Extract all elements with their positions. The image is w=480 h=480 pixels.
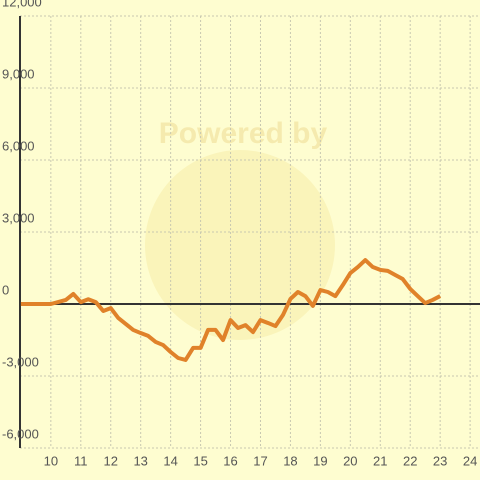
x-tick-label: 17 (253, 453, 267, 468)
x-tick-label: 11 (74, 453, 88, 468)
x-tick-label: 24 (463, 453, 477, 468)
x-tick-label: 15 (193, 453, 207, 468)
y-tick-label: 0 (2, 282, 9, 297)
x-tick-label: 18 (283, 453, 297, 468)
watermark-text: Powered by (159, 117, 328, 150)
x-tick-label: 20 (343, 453, 357, 468)
x-tick-label: 21 (373, 453, 387, 468)
x-tick-label: 22 (403, 453, 417, 468)
x-tick-label: 16 (223, 453, 237, 468)
watermark-logo (145, 150, 335, 340)
x-tick-label: 14 (163, 453, 177, 468)
y-tick-label: 12,000 (2, 0, 42, 9)
y-tick-label: 3,000 (2, 210, 35, 225)
x-tick-label: 23 (433, 453, 447, 468)
line-series (20, 258, 442, 362)
x-tick-label: 10 (44, 453, 58, 468)
y-tick-label: 9,000 (2, 66, 35, 81)
y-tick-label: -6,000 (2, 426, 39, 441)
x-tick-label: 13 (133, 453, 147, 468)
grid (19, 15, 480, 449)
y-tick-label: 6,000 (2, 138, 35, 153)
y-tick-label: -3,000 (2, 354, 39, 369)
marks (20, 258, 442, 362)
x-tick-label: 19 (313, 453, 327, 468)
x-tick-label: 12 (104, 453, 118, 468)
